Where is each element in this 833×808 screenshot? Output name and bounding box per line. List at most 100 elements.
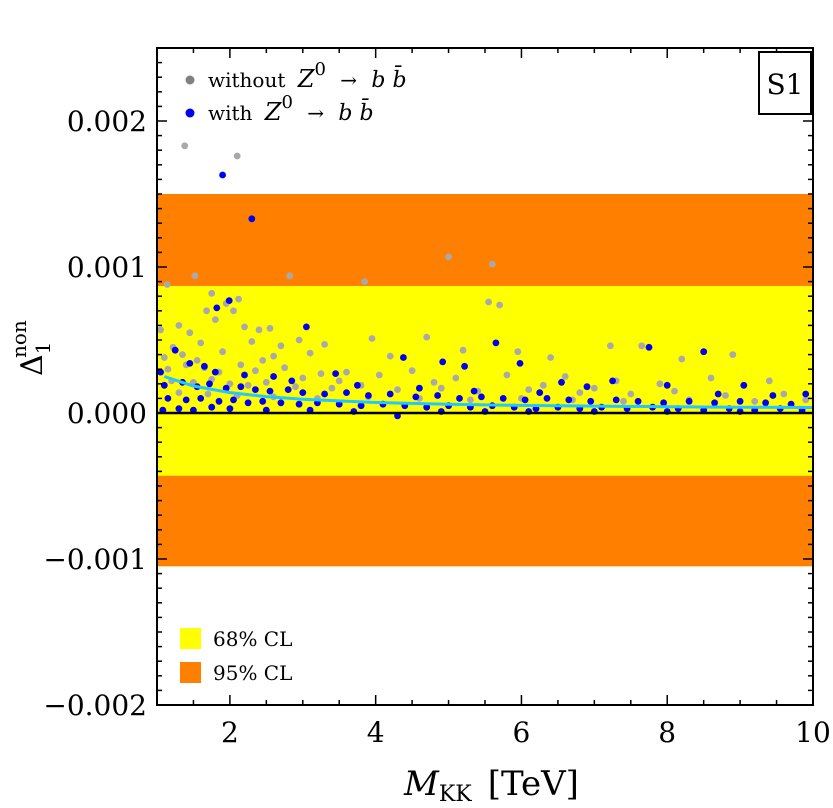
point-with-47 bbox=[587, 397, 595, 405]
point-with-40 bbox=[434, 392, 441, 399]
point-with-70 bbox=[423, 403, 431, 411]
point-with-60 bbox=[230, 396, 237, 404]
point-with-64 bbox=[295, 400, 303, 408]
point-with-29 bbox=[222, 384, 230, 392]
y-tick-label: −0.002 bbox=[43, 689, 147, 722]
point-with-105 bbox=[416, 384, 423, 392]
point-without-77 bbox=[780, 390, 788, 398]
point-without-79 bbox=[204, 390, 212, 398]
point-with-107 bbox=[536, 389, 544, 396]
point-without-36 bbox=[270, 352, 277, 360]
point-without-39 bbox=[459, 346, 467, 354]
y-tick-label: −0.001 bbox=[43, 543, 147, 576]
point-without-6 bbox=[445, 253, 452, 261]
cl-bands bbox=[157, 194, 813, 567]
point-without-53 bbox=[408, 367, 416, 375]
point-with-41 bbox=[456, 395, 463, 402]
point-without-78 bbox=[175, 389, 183, 396]
point-without-29 bbox=[423, 333, 431, 341]
point-without-12 bbox=[175, 322, 183, 329]
point-without-25 bbox=[277, 342, 285, 350]
point-without-8 bbox=[208, 289, 216, 297]
point-without-5 bbox=[361, 278, 369, 285]
point-with-104 bbox=[354, 381, 361, 389]
point-with-35 bbox=[321, 390, 328, 398]
point-without-0 bbox=[181, 142, 189, 150]
point-without-66 bbox=[292, 383, 299, 391]
point-with-11 bbox=[461, 362, 468, 370]
point-without-72 bbox=[525, 386, 533, 393]
series-legend: without Z0 → b b̄ with Z0 → b b̄ bbox=[185, 59, 407, 126]
x-tick-label: 4 bbox=[367, 716, 385, 749]
point-with-0 bbox=[219, 171, 227, 179]
point-with-88 bbox=[175, 405, 183, 412]
point-without-92 bbox=[193, 357, 201, 364]
point-without-21 bbox=[496, 301, 503, 309]
point-with-39 bbox=[412, 393, 420, 401]
point-without-42 bbox=[729, 351, 737, 358]
point-without-93 bbox=[259, 357, 267, 364]
point-with-52 bbox=[711, 399, 718, 407]
point-with-58 bbox=[197, 395, 205, 402]
point-without-70 bbox=[437, 384, 445, 392]
point-without-85 bbox=[467, 396, 474, 404]
point-with-5 bbox=[492, 339, 500, 347]
point-with-38 bbox=[386, 390, 394, 398]
point-without-3 bbox=[163, 281, 171, 288]
legend-marker-with bbox=[185, 108, 195, 118]
point-with-37 bbox=[365, 392, 372, 399]
point-without-51 bbox=[343, 368, 350, 376]
point-with-16 bbox=[157, 368, 165, 376]
y-tick-label: 0.002 bbox=[67, 105, 147, 138]
point-with-62 bbox=[259, 397, 267, 405]
point-with-61 bbox=[244, 399, 252, 407]
point-with-3 bbox=[225, 297, 233, 304]
point-with-51 bbox=[685, 397, 693, 405]
point-without-69 bbox=[394, 386, 401, 393]
point-without-55 bbox=[503, 371, 511, 379]
point-with-25 bbox=[160, 381, 168, 389]
point-with-53 bbox=[736, 397, 744, 405]
point-without-14 bbox=[235, 295, 243, 303]
point-without-50 bbox=[317, 370, 325, 377]
point-with-14 bbox=[201, 362, 208, 370]
point-with-90 bbox=[208, 403, 216, 411]
point-without-64 bbox=[244, 381, 252, 389]
point-without-54 bbox=[452, 374, 460, 382]
panel-tag: S1 bbox=[767, 68, 804, 101]
x-tick-label: 6 bbox=[513, 716, 531, 749]
point-with-63 bbox=[277, 399, 285, 407]
point-with-45 bbox=[543, 395, 551, 402]
panel-tag-box bbox=[758, 51, 812, 115]
point-with-102 bbox=[241, 371, 248, 379]
point-with-31 bbox=[252, 386, 259, 393]
point-with-32 bbox=[266, 387, 274, 395]
band-legend: 68% CL 95% CL bbox=[180, 627, 292, 685]
point-without-20 bbox=[485, 298, 492, 306]
point-with-66 bbox=[335, 400, 343, 408]
point-without-18 bbox=[266, 324, 274, 332]
point-without-19 bbox=[186, 329, 194, 337]
point-with-19 bbox=[558, 378, 565, 386]
point-with-23 bbox=[583, 383, 591, 391]
point-without-1 bbox=[233, 152, 241, 160]
point-without-37 bbox=[306, 349, 314, 357]
point-with-18 bbox=[332, 370, 339, 377]
svg-text:Δ1: Δ1 bbox=[15, 342, 55, 376]
point-with-17 bbox=[270, 373, 277, 380]
point-without-88 bbox=[620, 397, 627, 405]
point-with-67 bbox=[357, 402, 365, 410]
point-with-43 bbox=[499, 395, 507, 402]
point-without-98 bbox=[590, 384, 598, 392]
legend-entry-with: with Z0 → b b̄ bbox=[208, 89, 374, 126]
point-with-57 bbox=[182, 396, 190, 404]
legend-marker-without bbox=[185, 75, 195, 85]
point-without-67 bbox=[328, 384, 336, 392]
point-with-44 bbox=[521, 396, 529, 404]
point-without-13 bbox=[230, 307, 237, 315]
point-with-34 bbox=[299, 389, 307, 396]
point-with-49 bbox=[634, 397, 642, 405]
point-with-30 bbox=[237, 383, 245, 391]
point-without-96 bbox=[430, 378, 438, 386]
point-without-24 bbox=[248, 338, 256, 345]
